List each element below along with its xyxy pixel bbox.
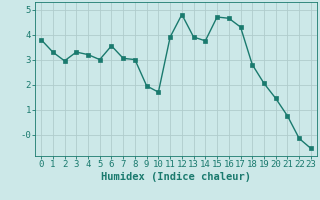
X-axis label: Humidex (Indice chaleur): Humidex (Indice chaleur) — [101, 172, 251, 182]
